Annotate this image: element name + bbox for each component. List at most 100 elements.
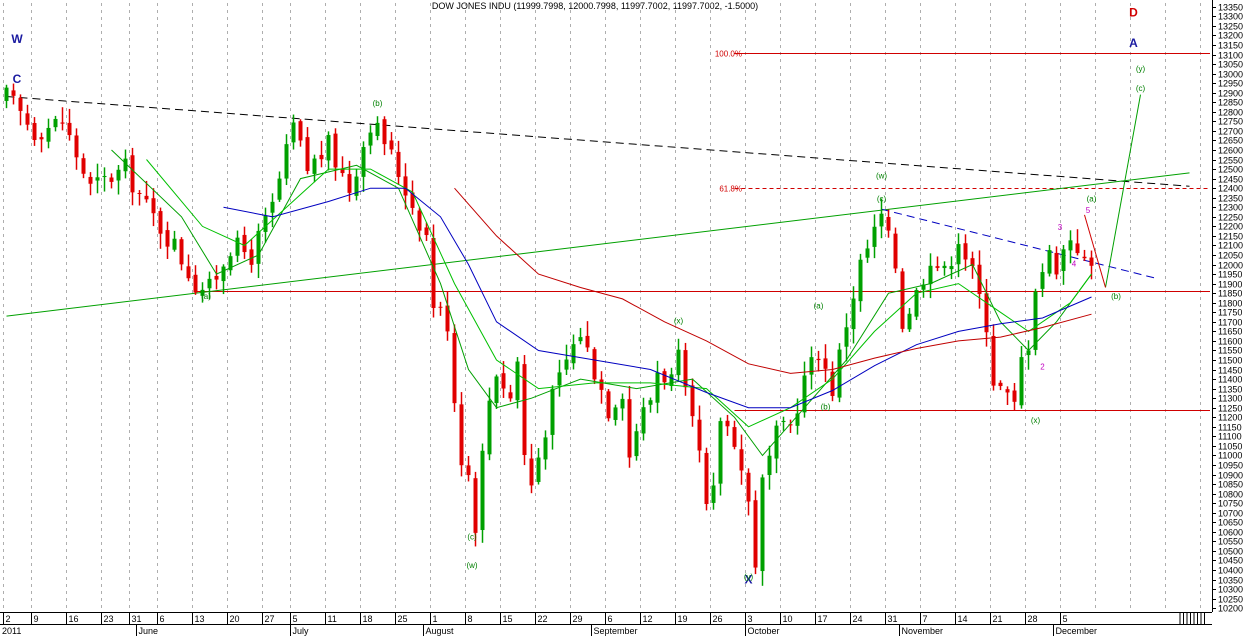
y-tick-label: 10800 xyxy=(1218,490,1243,500)
candle-body xyxy=(893,233,898,269)
x-tick-label: 6 xyxy=(160,614,165,624)
candle-body xyxy=(550,388,555,435)
candle-body xyxy=(263,215,268,232)
candle-body xyxy=(46,127,51,142)
y-tick-label: 10700 xyxy=(1218,509,1243,519)
y-tick-label: 12650 xyxy=(1218,136,1243,146)
wave-label: 4 xyxy=(1072,259,1077,268)
candle-body xyxy=(228,256,233,271)
candle-body xyxy=(326,135,331,161)
candle-body xyxy=(382,119,387,145)
candle-body xyxy=(788,424,793,426)
candle-body xyxy=(907,313,912,330)
y-tick-label: 11250 xyxy=(1218,404,1242,414)
y-tick-label: 12200 xyxy=(1218,222,1243,232)
x-tick-label: 16 xyxy=(69,614,79,624)
wave-label: D xyxy=(1129,5,1138,19)
candle-body xyxy=(32,123,37,140)
candle-body xyxy=(354,176,359,196)
x-tick-label: 26 xyxy=(713,614,723,624)
x-tick-label: 21 xyxy=(993,614,1003,624)
candle-body xyxy=(795,413,800,426)
candle-body xyxy=(634,431,639,457)
candle-body xyxy=(627,399,632,458)
candle-body xyxy=(60,122,65,124)
moving-average-line xyxy=(111,149,1092,457)
x-tick-label: 2 xyxy=(6,614,11,624)
candle-body xyxy=(74,135,79,158)
candle-body xyxy=(662,371,667,383)
candle-body xyxy=(417,210,422,231)
x-tick-label: 14 xyxy=(958,614,968,624)
wave-label: (x) xyxy=(674,317,684,326)
candle-body xyxy=(67,122,72,136)
moving-average-line xyxy=(223,187,1092,409)
x-tick-label: 31 xyxy=(132,614,142,624)
x-tick-label: 15 xyxy=(503,614,513,624)
candle-body xyxy=(1012,390,1017,402)
y-tick-label: 12700 xyxy=(1218,127,1243,137)
y-tick-label: 13100 xyxy=(1218,51,1243,61)
candle-body xyxy=(606,391,611,419)
y-tick-label: 10200 xyxy=(1218,604,1243,614)
candle-body xyxy=(963,243,968,260)
candle-body xyxy=(368,132,373,146)
candle-body xyxy=(144,195,149,200)
candle-body xyxy=(760,477,765,572)
candle-body xyxy=(942,265,947,269)
candle-body xyxy=(865,248,870,258)
candle-body xyxy=(599,379,604,390)
candle-body xyxy=(515,361,520,401)
candle-body xyxy=(214,275,219,280)
candle-body xyxy=(1061,249,1066,271)
candle-body xyxy=(403,176,408,196)
wave-label: (b) xyxy=(1111,292,1121,301)
candle-body xyxy=(235,237,240,256)
y-tick-label: 11600 xyxy=(1218,337,1242,347)
y-tick-label: 10900 xyxy=(1218,471,1243,481)
candle-body xyxy=(585,335,590,348)
wave-label: (y) xyxy=(744,573,754,582)
candle-body xyxy=(690,385,695,417)
wave-label: (w) xyxy=(876,172,887,181)
wave-label: (a) xyxy=(814,301,824,310)
candle-body xyxy=(620,398,625,409)
candle-body xyxy=(830,371,835,396)
x-tick-label: 5 xyxy=(1063,614,1068,624)
month-label: December xyxy=(1056,626,1098,636)
candle-body xyxy=(823,358,828,369)
candle-body xyxy=(1019,357,1024,406)
candle-body xyxy=(774,425,779,459)
candle-body xyxy=(53,118,58,128)
year-label: 2011 xyxy=(2,626,21,636)
x-tick-label: 5 xyxy=(293,614,298,624)
y-tick-label: 12950 xyxy=(1218,79,1243,89)
y-tick-label: 12850 xyxy=(1218,98,1243,108)
y-tick-label: 11550 xyxy=(1218,346,1242,356)
candle-body xyxy=(1005,389,1010,393)
x-tick-label: 23 xyxy=(104,614,114,624)
y-tick-label: 13250 xyxy=(1218,22,1243,32)
candle-body xyxy=(459,404,464,466)
level-label: 61.8% xyxy=(719,185,742,194)
candle-body xyxy=(914,290,919,317)
y-tick-label: 12350 xyxy=(1218,194,1243,204)
y-tick-label: 10750 xyxy=(1218,499,1243,509)
y-tick-label: 12800 xyxy=(1218,108,1243,118)
x-tick-label: 9 xyxy=(34,614,39,624)
y-tick-label: 12750 xyxy=(1218,117,1243,127)
x-tick-label: 27 xyxy=(265,614,275,624)
wave-label: X xyxy=(744,572,752,586)
x-tick-label: 3 xyxy=(748,614,753,624)
candle-body xyxy=(193,274,198,293)
y-tick-label: 10600 xyxy=(1218,528,1243,538)
y-tick-label: 10450 xyxy=(1218,556,1243,566)
candle-body xyxy=(1033,291,1038,350)
wave-label: C xyxy=(13,72,22,86)
candle-body xyxy=(298,121,303,141)
candle-body xyxy=(578,337,583,342)
y-tick-label: 12000 xyxy=(1218,261,1243,271)
wave-label: (x) xyxy=(1031,416,1041,425)
candle-body xyxy=(1082,256,1087,259)
